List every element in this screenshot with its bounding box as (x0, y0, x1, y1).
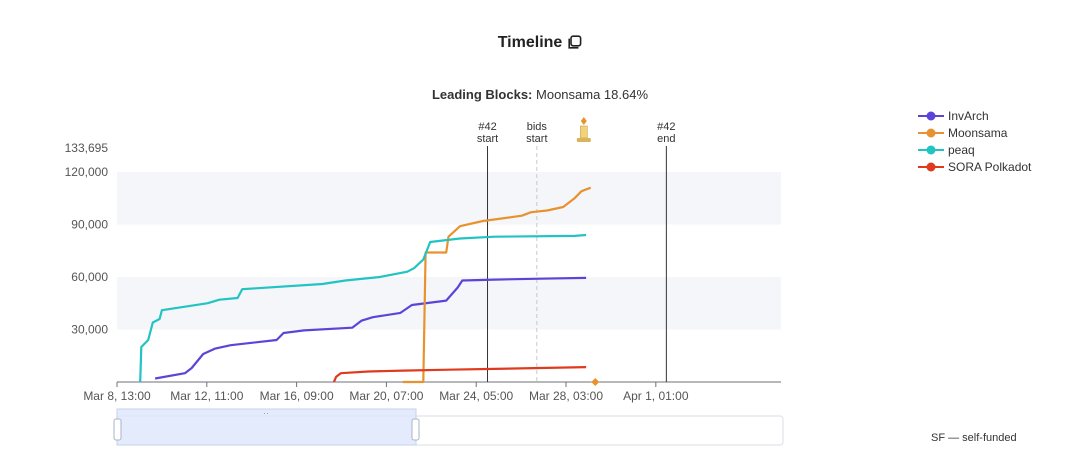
x-tick-label: Mar 8, 13:00 (83, 389, 151, 403)
legend-symbol (918, 111, 944, 120)
marker-label: start (526, 133, 547, 145)
legend-dot (926, 128, 936, 137)
series-line-sora-polkadot (332, 366, 587, 383)
series-line-invarch (154, 276, 587, 380)
legend-item-sora-polkadot[interactable]: SORA Polkadot (918, 158, 1031, 175)
chart-title: Timeline (0, 34, 1080, 52)
leading-blocks-label: Leading Blocks: (431, 87, 533, 102)
x-tick-label: Mar 28, 03:00 (529, 389, 603, 403)
moonsama-end-marker (591, 378, 600, 386)
y-axis-labels: 133,695 30,000 60,000 90,000 120,000 (65, 141, 109, 336)
y-tick-label: 30,000 (71, 322, 108, 336)
grid-bands (117, 171, 781, 330)
y-tick-label: 60,000 (71, 270, 108, 284)
y-tick-label: 133,695 (65, 141, 109, 155)
legend-item-invarch[interactable]: InvArch (918, 107, 1031, 124)
x-tick-label: Mar 20, 07:00 (349, 389, 423, 403)
copy-icon[interactable] (568, 35, 582, 49)
y-tick-label: 120,000 (65, 165, 109, 179)
y-tick-label: 90,000 (71, 217, 108, 231)
legend-item-moonsama[interactable]: Moonsama (918, 124, 1031, 141)
legend-label: peaq (948, 142, 975, 157)
candle-flame (580, 117, 587, 125)
x-tick-label: Mar 12, 11:00 (170, 389, 243, 403)
marker-label: bids (527, 121, 548, 133)
legend-label: InvArch (948, 108, 989, 123)
legend-symbol (918, 162, 944, 171)
marker-label: #42 (478, 121, 496, 133)
legend: InvArch Moonsama peaq SORA Polkadot (918, 107, 1031, 175)
zoom-handle-right[interactable] (411, 418, 420, 441)
zoom-grip[interactable]: ·· (263, 408, 269, 418)
x-axis: Mar 8, 13:00 Mar 12, 11:00 Mar 16, 09:00 Ma… (83, 381, 781, 403)
zoom-slider[interactable]: ·· (113, 408, 784, 446)
legend-dot (926, 111, 936, 120)
legend-symbol (918, 128, 944, 137)
candle-body (580, 125, 588, 139)
legend-item-peaq[interactable]: peaq (918, 141, 1031, 158)
legend-label: SORA Polkadot (948, 159, 1032, 174)
marker-label: #42 (657, 121, 675, 133)
leading-blocks: Leading Blocks: Moonsama 18.64% (0, 87, 1080, 102)
zoom-selection[interactable] (116, 408, 417, 446)
legend-dot (926, 162, 936, 171)
x-tick-label: Mar 24, 05:00 (439, 389, 513, 403)
series-line-peaq (139, 233, 587, 383)
x-tick-label: Mar 16, 09:00 (260, 389, 334, 403)
legend-symbol (918, 145, 944, 154)
series-lines (139, 186, 592, 384)
grid-band (117, 171, 781, 225)
x-tick-label: Apr 1, 01:00 (623, 389, 689, 403)
footnote: SF — self-funded (931, 432, 1017, 444)
legend-label: Moonsama (948, 125, 1008, 140)
legend-dot (926, 145, 936, 154)
series-line-moonsama (402, 186, 592, 384)
marker-label: start (477, 133, 498, 145)
candle-icon (576, 117, 591, 142)
chart-title-text: Timeline (497, 34, 563, 51)
marker-label: end (657, 133, 675, 145)
leading-blocks-value: Moonsama 18.64% (536, 87, 649, 102)
candle-base (576, 138, 591, 142)
grid-band (117, 276, 781, 330)
zoom-handle-left[interactable] (113, 418, 122, 441)
